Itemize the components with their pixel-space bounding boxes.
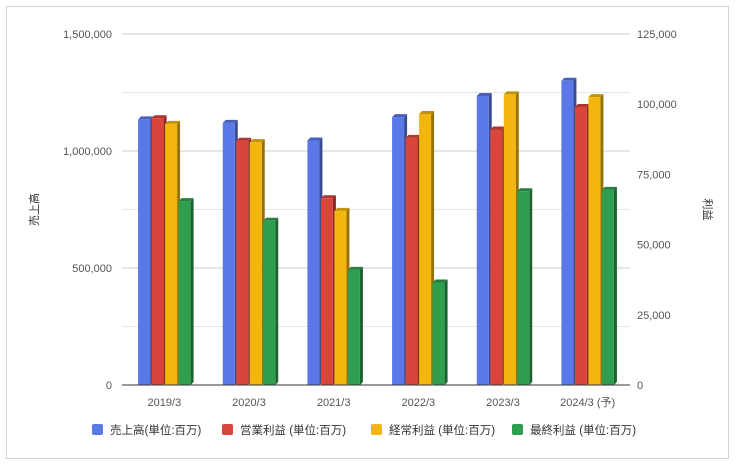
x-tick-label: 2024/3 (予) xyxy=(560,396,615,409)
bar-3-5 xyxy=(503,91,519,385)
bar-1-3 xyxy=(307,137,323,385)
y-left-tick-label: 1,000,000 xyxy=(63,146,112,158)
x-tick-label: 2021/3 xyxy=(317,397,351,409)
bar-3-3 xyxy=(334,207,350,385)
bar-1-1 xyxy=(138,116,154,385)
legend-label: 売上高(単位:百万) xyxy=(110,423,202,437)
bar-3-2 xyxy=(249,139,265,385)
y-left-tick-label: 1,500,000 xyxy=(63,29,112,41)
legend-label: 経常利益 (単位:百万) xyxy=(389,423,495,437)
gridlines xyxy=(122,33,630,327)
y-right-tick-label: 50,000 xyxy=(637,240,671,252)
bars xyxy=(138,77,617,386)
bar-3-1 xyxy=(165,120,181,385)
legend: 売上高(単位:百万) 営業利益 (単位:百万) 経常利益 (単位:百万) 最終利益 (… xyxy=(92,423,636,437)
bar-3-4 xyxy=(419,111,435,385)
legend-item-1: 売上高(単位:百万) xyxy=(92,423,202,437)
y-right-tick-label: 100,000 xyxy=(637,99,677,111)
x-tick-label: 2023/3 xyxy=(486,397,520,409)
bar-4-5 xyxy=(517,188,533,385)
y-right-tick-label: 75,000 xyxy=(637,169,671,181)
y-right-tick-label: 25,000 xyxy=(637,310,671,322)
bar-2-1 xyxy=(151,115,167,386)
x-tick-label: 2019/3 xyxy=(148,397,182,409)
bar-1-4 xyxy=(392,114,408,385)
y-axis-right-title: 利益 xyxy=(701,199,715,221)
bar-4-4 xyxy=(432,279,448,385)
bar-2-3 xyxy=(320,195,336,385)
x-tick-label: 2022/3 xyxy=(402,397,436,409)
bar-2-5 xyxy=(490,126,506,386)
legend-swatch xyxy=(92,424,103,435)
bar-4-2 xyxy=(263,217,279,385)
x-tick-label: 2020/3 xyxy=(232,397,266,409)
bar-2-4 xyxy=(405,134,421,385)
legend-item-2: 営業利益 (単位:百万) xyxy=(222,423,346,437)
legend-item-4: 最終利益 (単位:百万) xyxy=(512,423,636,437)
bar-1-2 xyxy=(222,119,238,386)
legend-label: 営業利益 (単位:百万) xyxy=(240,423,346,437)
bar-2-6 xyxy=(574,104,590,386)
bar-1-5 xyxy=(476,93,492,385)
y-right-tick-label: 0 xyxy=(637,380,643,392)
bar-4-1 xyxy=(178,198,194,385)
legend-item-3: 経常利益 (単位:百万) xyxy=(371,423,495,437)
bar-1-6 xyxy=(561,77,577,386)
y-left-tick-label: 500,000 xyxy=(72,263,112,275)
bar-3-6 xyxy=(588,94,604,386)
bar-4-3 xyxy=(347,266,363,385)
legend-swatch xyxy=(222,424,233,435)
axes: 0 500,000 1,000,000 1,500,000 0 25,000 50,000 7… xyxy=(63,29,677,409)
y-axis-left-title: 売上高 xyxy=(27,193,41,226)
legend-swatch xyxy=(512,424,523,435)
y-right-tick-label: 125,000 xyxy=(637,29,677,41)
y-left-tick-label: 0 xyxy=(106,380,112,392)
bar-4-6 xyxy=(601,186,617,385)
bar-2-2 xyxy=(236,137,252,385)
legend-label: 最終利益 (単位:百万) xyxy=(530,423,636,437)
legend-swatch xyxy=(371,424,382,435)
